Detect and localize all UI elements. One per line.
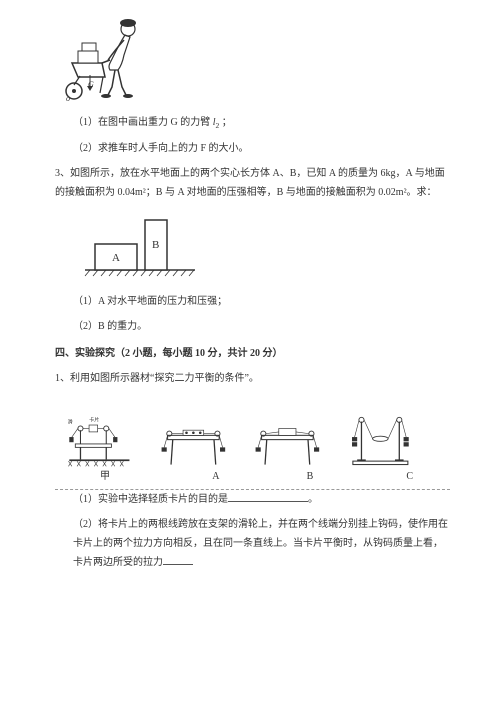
apparatus-b-label: B — [307, 467, 314, 486]
section-4-heading: 四、实验探究（2 小题，每小题 10 分，共计 20 分） — [55, 344, 450, 363]
apparatus-b: B — [253, 406, 322, 481]
blocks-figure: A B — [80, 212, 200, 282]
question-3-1: （1）A 对水平地面的压力和压强； — [55, 292, 450, 311]
wheelbarrow-figure: o G — [60, 15, 160, 105]
block-b-label: B — [152, 239, 159, 251]
question-4-1: 1、利用如图所示器材“探究二力平衡的条件”。 — [55, 369, 450, 388]
q4-1-2-text: （2）将卡片上的两根线跨放在支架的滑轮上，并在两个线端分别挂上钩码，使作用在卡片… — [73, 519, 448, 568]
blank-1 — [228, 490, 308, 502]
q4-1-1b: 。 — [308, 494, 318, 505]
blocks-svg: A B — [80, 212, 200, 282]
question-4-1-1: （1）实验中选择轻质卡片的目的是 。 — [55, 490, 450, 509]
apparatus-c: C — [346, 406, 415, 481]
q4-1-1a: （1）实验中选择轻质卡片的目的是 — [73, 494, 228, 505]
q1-1-tail: ； — [219, 117, 232, 128]
wheelbarrow-svg: o G — [60, 15, 160, 105]
apparatus-1-label: 甲 — [100, 467, 110, 486]
question-1-2: （2）求推车时人手向上的力 F 的大小。 — [55, 139, 450, 158]
apparatus-a-label: A — [212, 467, 219, 486]
svg-text:滑: 滑 — [68, 418, 73, 426]
block-a-label: A — [112, 252, 120, 264]
apparatus-c-label: C — [406, 467, 413, 486]
apparatus-figure: 滑 卡片 甲 A — [65, 396, 415, 481]
apparatus-1: 滑 卡片 甲 — [65, 406, 134, 481]
blank-2 — [163, 553, 193, 565]
question-4-1-2: （2）将卡片上的两根线跨放在支架的滑轮上，并在两个线端分别挂上钩码，使作用在卡片… — [55, 515, 450, 572]
q1-1-text: （1）在图中画出重力 G 的力臂 — [73, 117, 210, 128]
svg-text:卡片: 卡片 — [89, 416, 99, 424]
label-o: o — [66, 94, 70, 103]
question-1-1: （1）在图中画出重力 G 的力臂 l2 ； — [55, 113, 450, 133]
question-3-2: （2）B 的重力。 — [55, 317, 450, 336]
apparatus-a: A — [159, 406, 228, 481]
question-3: 3、如图所示，放在水平地面上的两个实心长方体 A、B，已知 A 的质量为 6kg… — [55, 164, 450, 202]
